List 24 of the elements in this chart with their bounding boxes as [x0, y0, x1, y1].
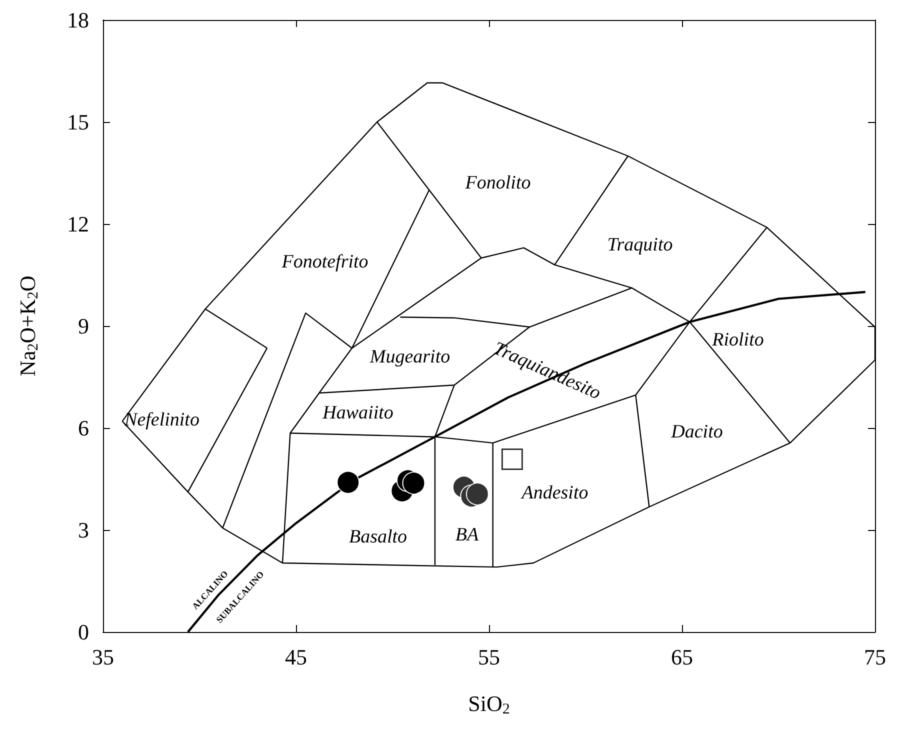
annotation: Dacito — [670, 422, 723, 442]
annotation: Fonotefrito — [280, 252, 368, 272]
annotation: Hawaiito — [322, 402, 394, 424]
annotation: Riolito — [711, 330, 764, 350]
annotation: Nefelinito — [124, 410, 200, 430]
annotation: BA — [455, 524, 479, 546]
annotation: Fonolito — [464, 172, 531, 194]
annotation: Andesito — [520, 482, 588, 504]
x-tick-label: 65 — [671, 644, 693, 670]
y-tick-label: 3 — [78, 518, 89, 542]
y-tick-label: 9 — [78, 314, 89, 338]
x-tick-label: 55 — [478, 644, 500, 670]
y-axis-title: Na2O+K2O — [15, 276, 42, 376]
y-tick-label: 12 — [67, 212, 89, 236]
y-tick-label: 18 — [67, 8, 89, 32]
annotation: Mugearito — [368, 346, 450, 368]
annotation: Traquito — [607, 234, 673, 256]
y-tick-label: 6 — [78, 416, 89, 440]
annotation: Basalto — [348, 526, 408, 548]
y-tick-label: 0 — [78, 620, 89, 644]
x-tick-label: 45 — [285, 644, 307, 670]
y-tick-label: 15 — [67, 110, 89, 134]
x-tick-label: 35 — [92, 644, 114, 670]
x-tick-label: 75 — [864, 644, 886, 670]
